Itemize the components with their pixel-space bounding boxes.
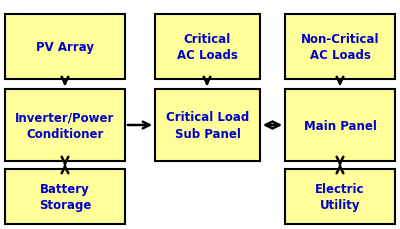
Text: Critical
AC Loads: Critical AC Loads <box>177 33 238 62</box>
Text: Critical Load
Sub Panel: Critical Load Sub Panel <box>166 111 249 140</box>
Text: Main Panel: Main Panel <box>304 119 376 132</box>
FancyBboxPatch shape <box>285 15 395 80</box>
Text: PV Array: PV Array <box>36 41 94 54</box>
Text: Inverter/Power
Conditioner: Inverter/Power Conditioner <box>15 111 115 140</box>
FancyBboxPatch shape <box>285 90 395 161</box>
Text: Non-Critical
AC Loads: Non-Critical AC Loads <box>301 33 379 62</box>
Text: Battery
Storage: Battery Storage <box>39 182 91 211</box>
FancyBboxPatch shape <box>155 90 260 161</box>
Text: Electric
Utility: Electric Utility <box>315 182 365 211</box>
FancyBboxPatch shape <box>155 15 260 80</box>
FancyBboxPatch shape <box>5 90 125 161</box>
FancyBboxPatch shape <box>5 169 125 224</box>
FancyBboxPatch shape <box>5 15 125 80</box>
FancyBboxPatch shape <box>285 169 395 224</box>
